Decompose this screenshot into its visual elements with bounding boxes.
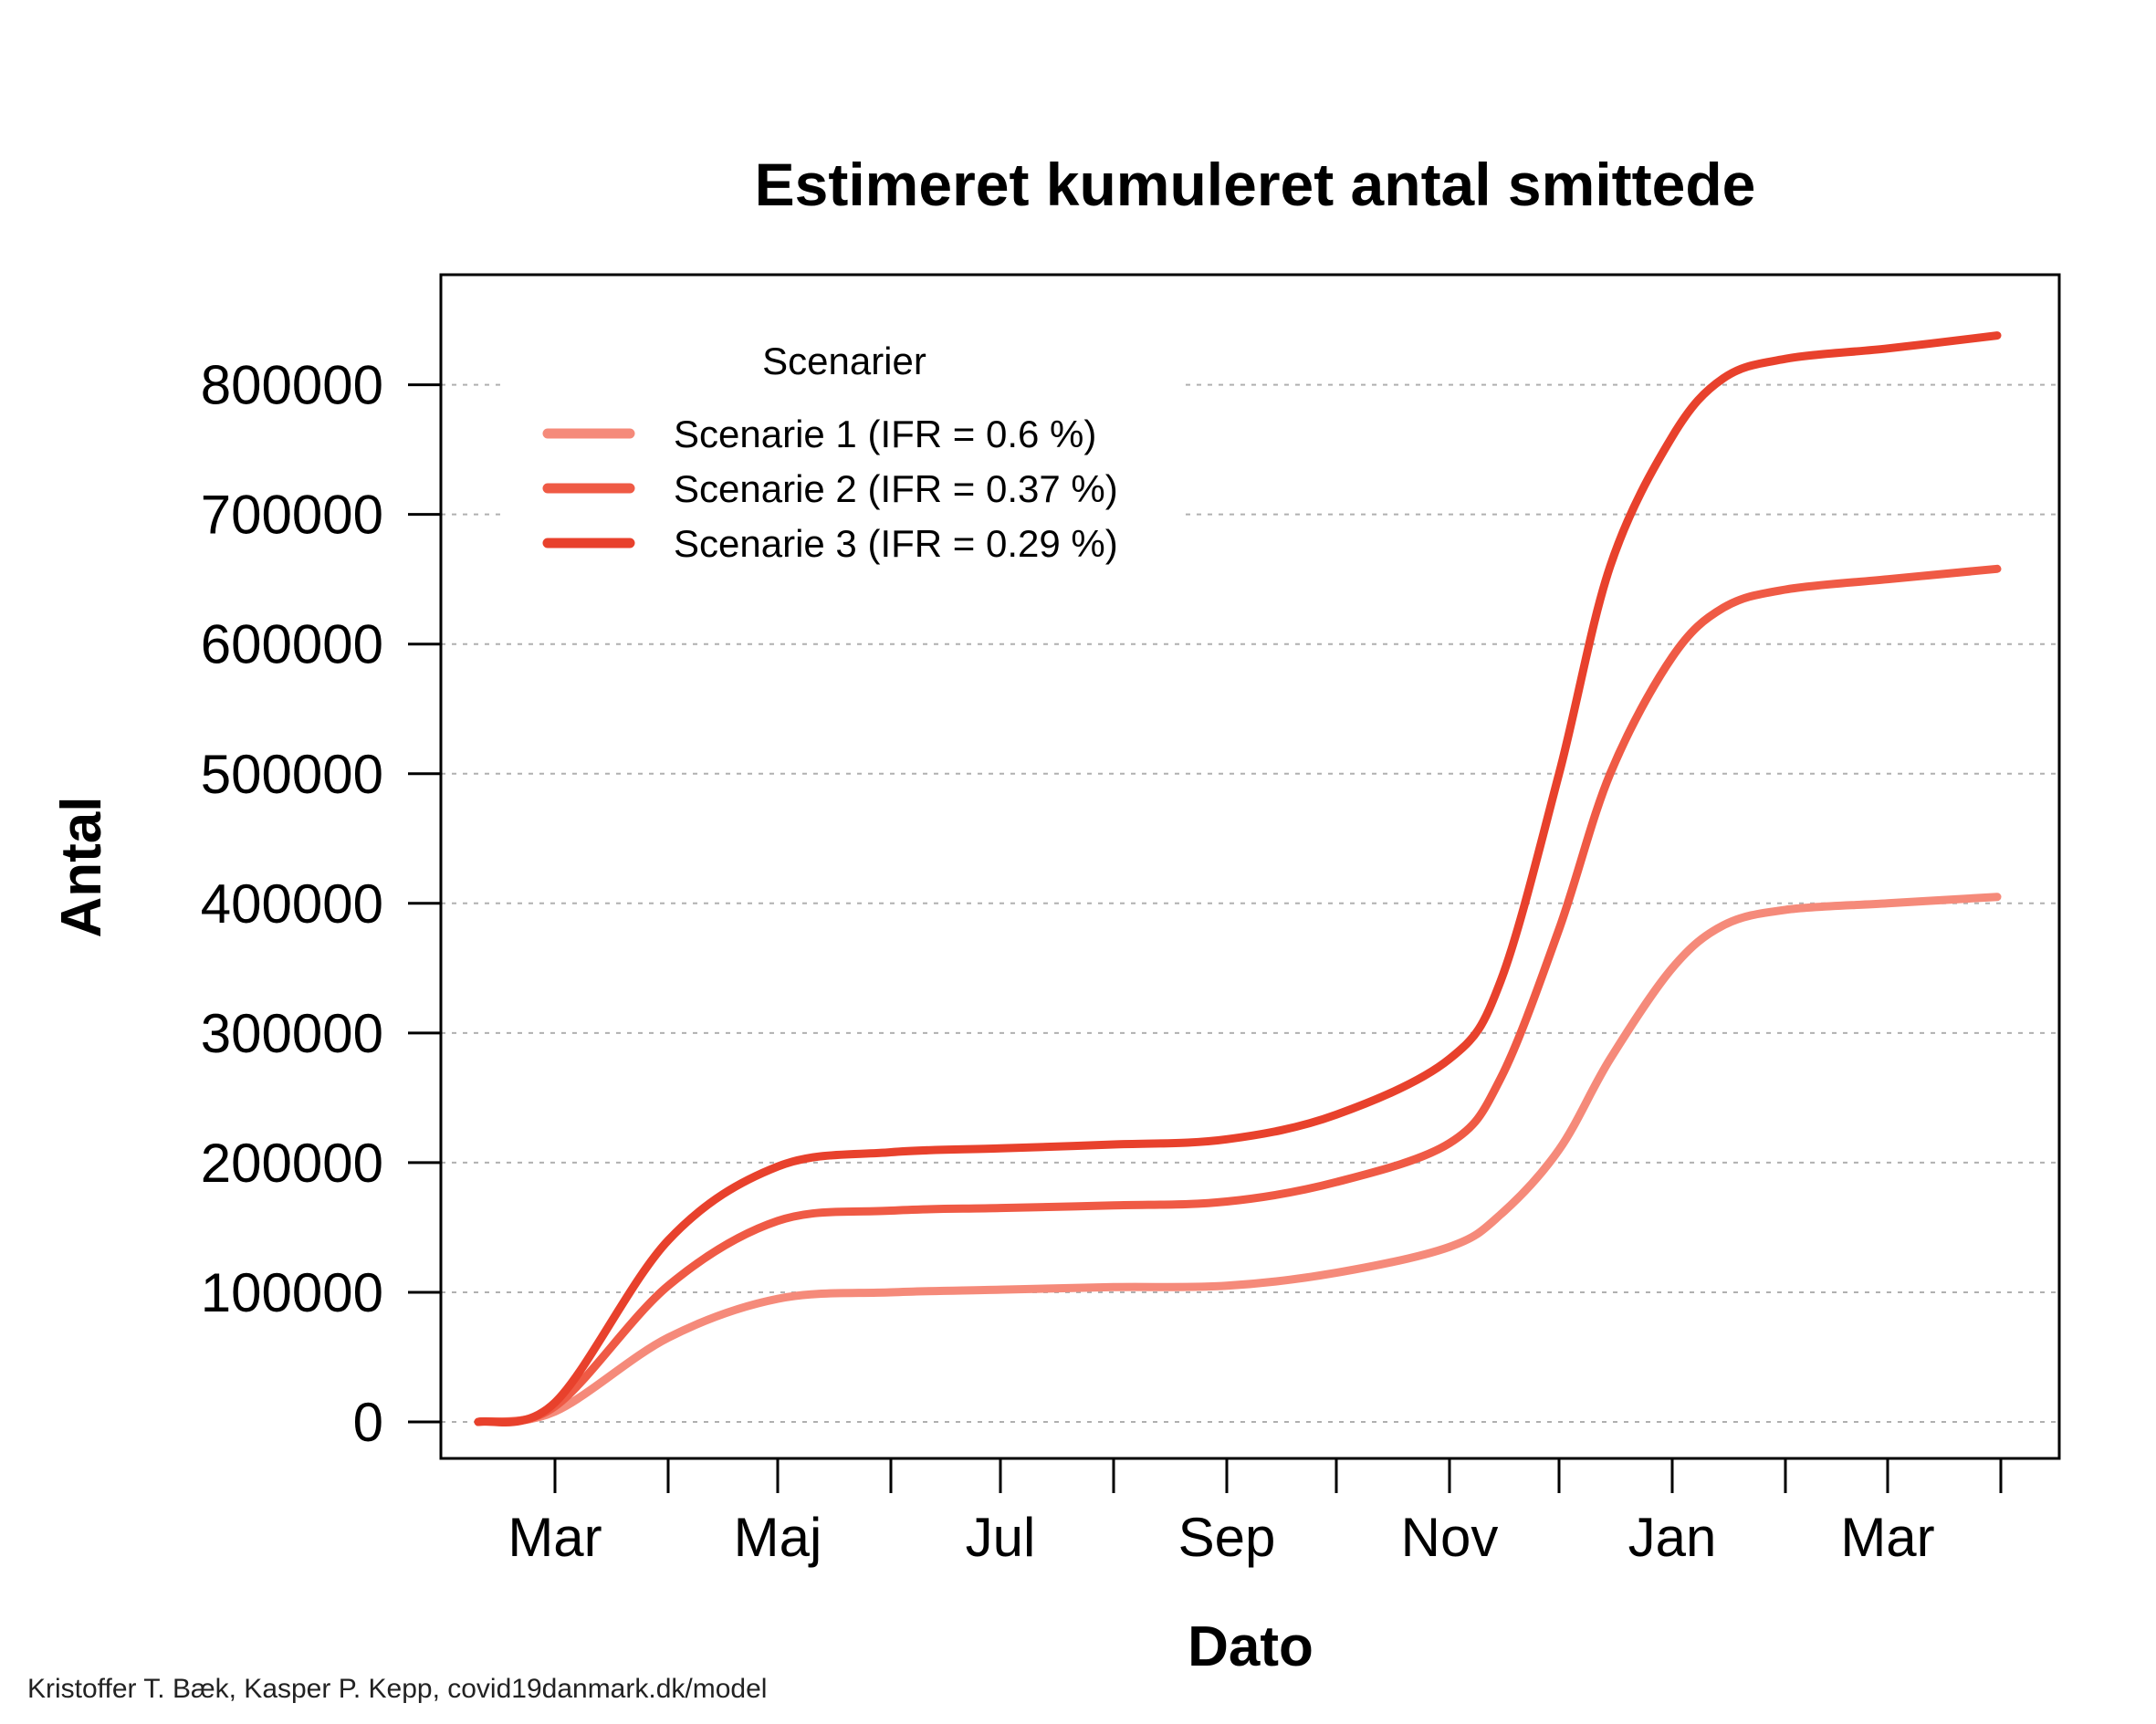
credit-text: Kristoffer T. Bæk, Kasper P. Kepp, covid… (27, 1674, 767, 1704)
x-axis-title: Dato (1188, 1615, 1313, 1678)
series-lines (474, 331, 2002, 1427)
plot-frame (439, 273, 2061, 1460)
y-tick-label: 200000 (201, 1133, 383, 1194)
x-tick-label: Mar (508, 1507, 602, 1568)
y-tick-label: 700000 (201, 485, 383, 546)
y-axis-title: Antal (50, 797, 113, 938)
y-tick-label: 400000 (201, 873, 383, 935)
x-tick-label: Mar (1840, 1507, 1934, 1568)
x-axis: Mar Maj Jul Sep Nov Jan Mar (508, 1458, 2003, 1568)
legend-label-2: Scenarie 2 (IFR = 0.37 %) (674, 467, 1118, 510)
y-tick-label: 0 (353, 1392, 383, 1453)
y-tick-label: 300000 (201, 1003, 383, 1064)
legend: Scenarier Scenarie 1 (IFR = 0.6 %) Scenar… (542, 340, 1118, 565)
series-line-1 (474, 893, 2002, 1426)
legend-title: Scenarier (762, 340, 926, 382)
x-tick-label: Sep (1178, 1507, 1276, 1568)
y-axis: 0 100000 200000 300000 400000 500000 600000 700… (201, 355, 441, 1453)
y-tick-label: 500000 (201, 744, 383, 805)
x-tick-label: Maj (734, 1507, 822, 1568)
series-line-2 (474, 564, 2002, 1426)
gridlines (441, 383, 2059, 1423)
legend-label-3: Scenarie 3 (IFR = 0.29 %) (674, 522, 1118, 565)
y-tick-label: 800000 (201, 355, 383, 416)
y-tick-label: 600000 (201, 614, 383, 675)
x-tick-label: Nov (1401, 1507, 1499, 1568)
legend-label-1: Scenarie 1 (IFR = 0.6 %) (674, 413, 1096, 455)
x-tick-label: Jul (966, 1507, 1036, 1568)
y-tick-label: 100000 (201, 1262, 383, 1323)
x-tick-label: Jan (1628, 1507, 1717, 1568)
series-line-3 (474, 331, 2002, 1427)
chart-title: Estimeret kumuleret antal smittede (755, 151, 1756, 218)
